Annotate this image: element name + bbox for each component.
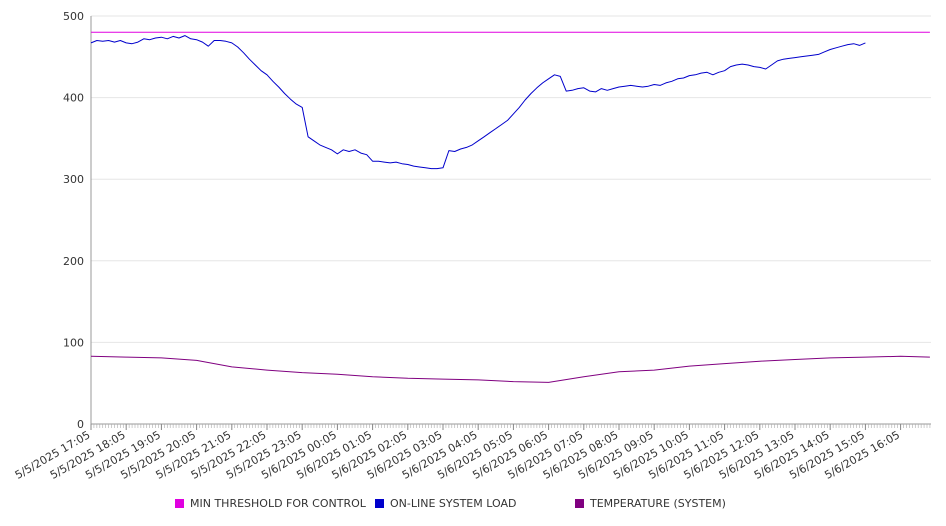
y-tick-label: 100 bbox=[63, 336, 84, 349]
legend-swatch-temperature bbox=[575, 499, 584, 508]
y-tick-label: 500 bbox=[63, 10, 84, 23]
chart-legend: MIN THRESHOLD FOR CONTROL ON-LINE SYSTEM… bbox=[0, 497, 946, 515]
legend-item-system-load: ON-LINE SYSTEM LOAD bbox=[375, 497, 516, 510]
legend-label-temperature: TEMPERATURE (SYSTEM) bbox=[590, 497, 726, 510]
legend-label-system-load: ON-LINE SYSTEM LOAD bbox=[390, 497, 517, 510]
legend-swatch-min-threshold bbox=[175, 499, 184, 508]
legend-item-temperature: TEMPERATURE (SYSTEM) bbox=[575, 497, 726, 510]
y-tick-label: 300 bbox=[63, 173, 84, 186]
y-tick-label: 200 bbox=[63, 255, 84, 268]
system-load-line bbox=[90, 35, 866, 170]
legend-label-min-threshold: MIN THRESHOLD FOR CONTROL bbox=[190, 497, 366, 510]
legend-item-min-threshold: MIN THRESHOLD FOR CONTROL bbox=[175, 497, 366, 510]
legend-swatch-system-load bbox=[375, 499, 384, 508]
y-tick-label: 0 bbox=[77, 418, 84, 431]
temperature-line bbox=[90, 355, 930, 383]
y-tick-label: 400 bbox=[63, 92, 84, 105]
